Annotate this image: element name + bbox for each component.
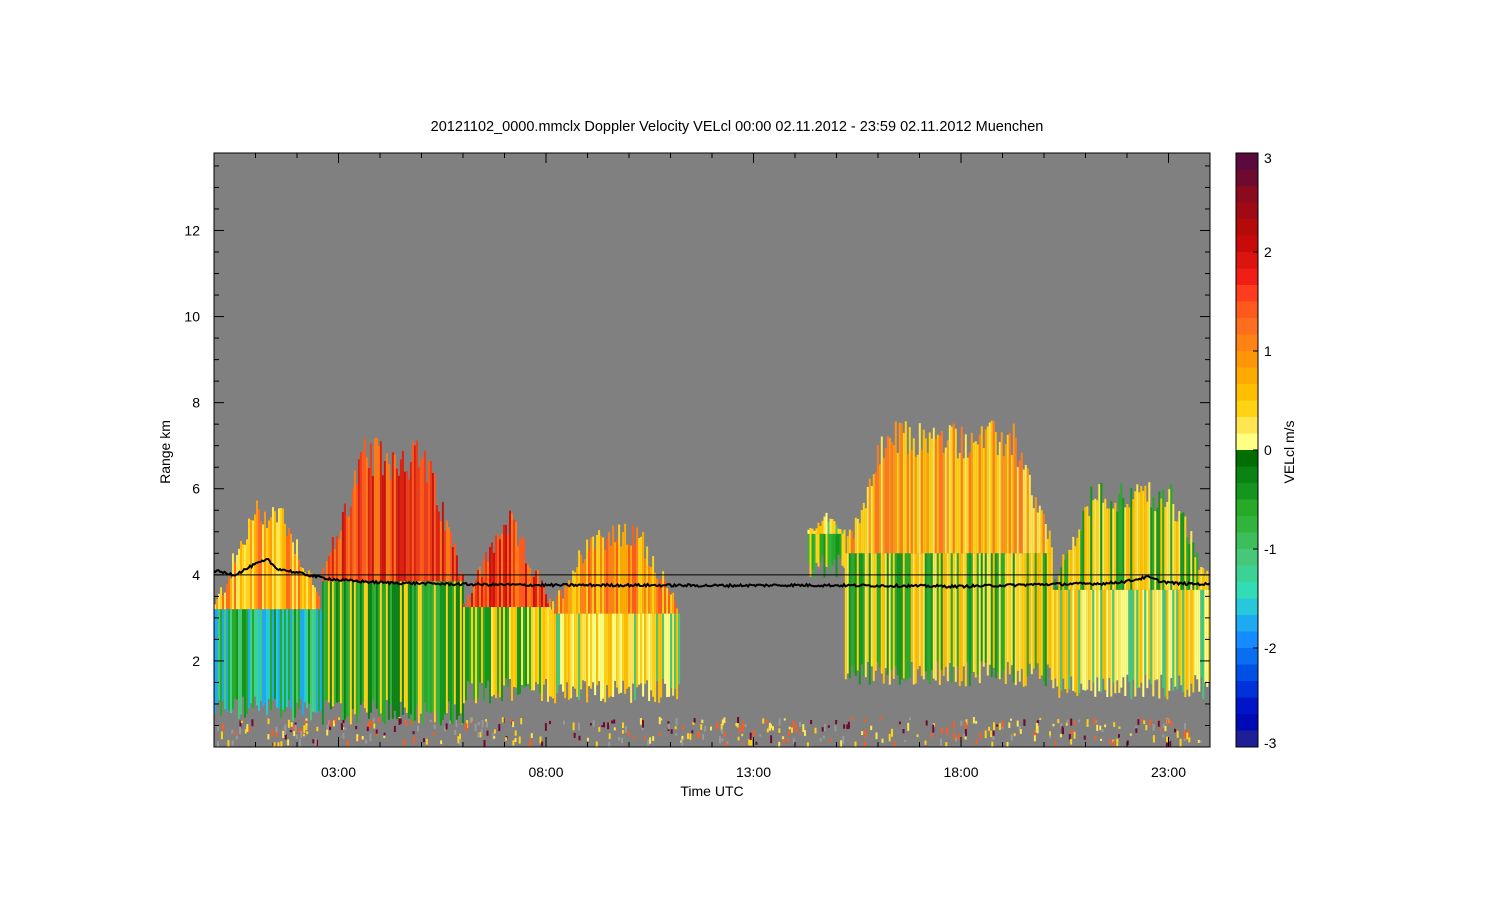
chart-title: 20121102_0000.mmclx Doppler Velocity VEL… [431, 119, 1044, 135]
colorbar-swatch [1236, 301, 1258, 319]
x-tick-label: 08:00 [528, 764, 563, 780]
colorbar-swatch [1236, 318, 1258, 335]
colorbar-swatch [1236, 615, 1258, 632]
colorbar-swatch [1236, 219, 1258, 236]
echo-layer [214, 420, 1210, 747]
y-tick-label: 2 [192, 653, 200, 669]
x-tick-label: 03:00 [321, 764, 356, 780]
overlay-line [214, 558, 1210, 590]
colorbar-swatch [1236, 532, 1258, 550]
ground-clutter [217, 716, 1202, 747]
overlay-line-layer [214, 558, 1210, 590]
colorbar-swatch [1236, 153, 1258, 170]
axis-ticks: 03:00 08:00 13:00 18:00 23:00 2 4 6 8 10 12 [184, 153, 1211, 780]
colorbar-label: VELcl m/s [1281, 420, 1297, 483]
colorbar-tick-label: 0 [1264, 442, 1272, 458]
echo-region [463, 510, 551, 704]
colorbar-swatch [1236, 384, 1258, 401]
x-axis-label: Time UTC [680, 783, 743, 799]
echo-region [1052, 482, 1210, 700]
colorbar-swatch [1236, 285, 1258, 302]
colorbar-swatch [1236, 252, 1258, 269]
colorbar-swatch [1236, 499, 1258, 517]
y-tick-label: 6 [192, 481, 200, 497]
colorbar-swatch [1236, 202, 1258, 220]
colorbar-tick-label: 3 [1264, 150, 1272, 166]
echo-region [321, 437, 464, 726]
colorbar-tick-label: -1 [1264, 541, 1277, 557]
colorbar-swatch [1236, 730, 1258, 748]
colorbar-swatch [1236, 417, 1258, 434]
x-tick-label: 13:00 [736, 764, 771, 780]
x-tick-label: 18:00 [943, 764, 978, 780]
colorbar-swatch [1236, 648, 1258, 665]
colorbar-swatch [1236, 367, 1258, 385]
colorbar-swatch [1236, 598, 1258, 616]
x-tick-label: 23:00 [1151, 764, 1186, 780]
colorbar-swatch [1236, 450, 1258, 467]
colorbar-swatch [1236, 351, 1258, 368]
colorbar-swatch [1236, 565, 1258, 583]
colorbar-swatch [1236, 186, 1258, 203]
colorbar-swatch [1236, 714, 1258, 731]
colorbar-swatch [1236, 681, 1258, 698]
y-tick-label: 10 [184, 309, 200, 325]
y-axis-label: Range km [157, 420, 173, 484]
colorbar-swatch [1236, 334, 1258, 352]
colorbar-tick-label: 1 [1264, 343, 1272, 359]
colorbar-swatch [1236, 433, 1258, 451]
colorbar-swatch [1236, 466, 1258, 484]
colorbar-swatch [1236, 400, 1258, 418]
y-tick-label: 4 [192, 567, 200, 583]
colorbar-swatch [1236, 631, 1258, 649]
colorbar-swatch [1236, 268, 1258, 286]
colorbar-tick-label: -2 [1264, 640, 1277, 656]
echo-region [807, 512, 846, 579]
colorbar-swatch [1236, 549, 1258, 566]
colorbar-swatch [1236, 582, 1258, 599]
y-tick-label: 8 [192, 395, 200, 411]
y-tick-label: 12 [184, 222, 200, 238]
colorbar-tick-label: -3 [1264, 735, 1277, 751]
colorbar-swatch [1236, 169, 1258, 187]
colorbar-swatch [1236, 235, 1258, 253]
colorbar-tick-label: 2 [1264, 244, 1272, 260]
echo-region [844, 420, 1053, 687]
colorbar: 3 2 1 0 -1 -2 -3 [1235, 150, 1277, 751]
echo-region [550, 523, 681, 704]
colorbar-swatch [1236, 516, 1258, 533]
colorbar-swatch [1236, 697, 1258, 715]
colorbar-swatch [1236, 664, 1258, 682]
colorbar-swatch [1236, 483, 1258, 500]
